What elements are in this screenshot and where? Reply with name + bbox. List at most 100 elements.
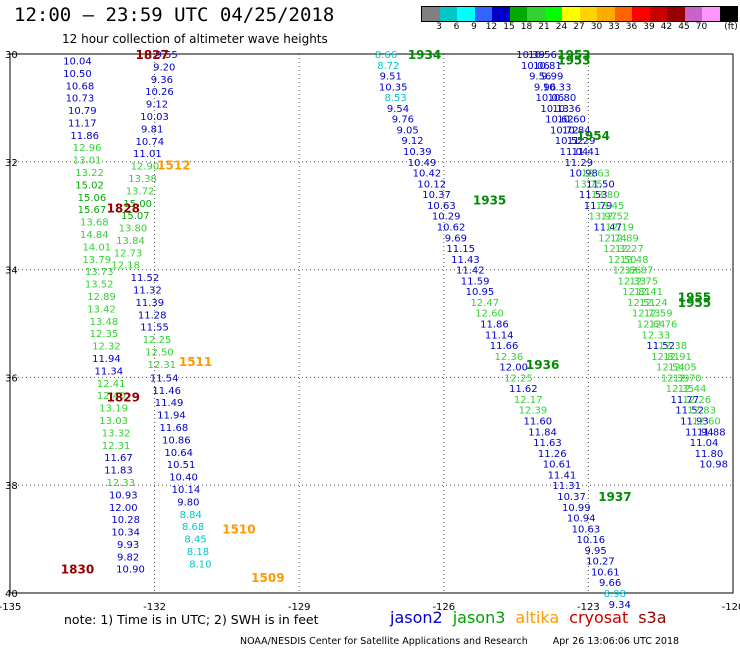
color-scale-label: 21 <box>538 22 550 32</box>
pass-time-label: 1510 <box>222 522 255 536</box>
wave-height-value: 12.64 <box>637 320 666 331</box>
wave-height-value: 10.95 <box>466 287 495 298</box>
color-swatch <box>474 7 492 21</box>
wave-height-value: 13.84 <box>116 236 145 247</box>
wave-height-value: 8.98 <box>604 589 626 600</box>
wave-height-value: 10.06 <box>536 93 565 104</box>
wave-height-value: 12.81 <box>651 352 680 363</box>
color-scale-label: 33 <box>608 22 620 32</box>
wave-height-value: 14.84 <box>80 230 109 241</box>
wave-height-value: 12.96 <box>73 143 102 154</box>
wave-height-value: 10.16 <box>576 535 605 546</box>
wave-height-value: 9.51 <box>380 72 402 83</box>
map-frame <box>9 53 734 594</box>
wave-height-value: 12.63 <box>581 169 610 180</box>
wave-height-value: 12.60 <box>475 309 504 320</box>
wave-height-value: 11.26 <box>538 449 567 460</box>
wave-height-value: 11.52 <box>646 341 675 352</box>
color-swatch <box>684 7 702 21</box>
wave-height-value: 12.00 <box>499 363 528 374</box>
wave-height-value: 11.77 <box>670 395 699 406</box>
wave-height-value: 11.59 <box>461 276 490 287</box>
wave-height-value: 13.97 <box>589 212 618 223</box>
wave-height-value: 12.25 <box>504 373 533 384</box>
legend-entry: jason2 <box>390 608 443 627</box>
wave-height-value: 10.35 <box>379 82 408 93</box>
wave-height-value: 11.39 <box>135 298 164 309</box>
wave-height-value: 11.94 <box>157 411 186 422</box>
legend-entry: altika <box>515 608 560 627</box>
wave-height-value: 10.60 <box>557 115 586 126</box>
wave-height-value: 10.52 <box>555 136 584 147</box>
wave-height-value: 10.49 <box>408 158 437 169</box>
y-tick-label: 36 <box>5 373 18 384</box>
wave-height-value: 15.06 <box>78 193 107 204</box>
wave-height-value: 9.81 <box>141 124 163 135</box>
color-swatch <box>509 7 527 21</box>
wave-height-value: 9.56 <box>529 72 551 83</box>
wave-height-value: 12.70 <box>673 373 702 384</box>
pass-time-label: 1954 <box>577 129 610 143</box>
wave-height-value: 11.49 <box>155 398 184 409</box>
color-swatch <box>492 7 510 21</box>
color-swatch <box>597 7 615 21</box>
wave-height-value: 11.66 <box>490 341 519 352</box>
wave-height-value: 10.73 <box>66 94 95 105</box>
color-swatch <box>527 7 545 21</box>
wave-height-value: 10.64 <box>164 448 193 459</box>
color-scale-label: 39 <box>643 22 655 32</box>
color-scale-label: 27 <box>573 22 585 32</box>
wave-height-value: 13.68 <box>80 218 109 229</box>
wave-height-value: 11.93 <box>680 417 709 428</box>
wave-height-value: 11.41 <box>572 147 601 158</box>
wave-height-value: 10.62 <box>437 222 466 233</box>
y-tick-label: 32 <box>5 158 18 169</box>
wave-height-value: 12.31 <box>148 360 177 371</box>
color-scale-label: 9 <box>471 22 477 32</box>
wave-height-value: 12.35 <box>666 384 695 395</box>
x-tick-label: -135 <box>0 602 21 610</box>
credit-footer: NOAA/NESDIS Center for Satellite Applica… <box>240 636 679 647</box>
wave-height-value: 10.84 <box>562 125 591 136</box>
wave-height-value: 11.50 <box>586 179 615 190</box>
satellite-legend: jason2 jason3 altika cryosat s3a <box>390 608 677 627</box>
wave-height-value: 12.91 <box>663 352 692 363</box>
color-scale-label: 42 <box>660 22 673 32</box>
wave-height-value: 12.73 <box>632 309 661 320</box>
wave-height-value: 11.04 <box>690 438 719 449</box>
x-tick-label: -129 <box>288 602 311 610</box>
wave-height-value: 11.94 <box>685 427 714 438</box>
wave-height-value: 12.48 <box>620 255 649 266</box>
wave-height-value: 12.39 <box>661 373 690 384</box>
wave-height-value: 12.41 <box>97 379 126 390</box>
wave-height-value: 11.68 <box>160 423 189 434</box>
wave-height-value: 12.17 <box>514 395 543 406</box>
wave-height-value: 10.94 <box>567 514 596 525</box>
wave-height-value: 10.37 <box>422 190 451 201</box>
wave-height-value: 10.63 <box>427 201 456 212</box>
wave-height-value: 12.33 <box>617 276 646 287</box>
color-scale-label: 15 <box>503 22 515 32</box>
wave-height-value: 11.84 <box>528 427 557 438</box>
wave-height-value: 12.47 <box>470 298 499 309</box>
wave-height-value: 15.67 <box>78 205 107 216</box>
pass-time-label: 1955 <box>678 296 711 310</box>
y-tick-label: 40 <box>5 589 18 600</box>
wave-height-value: 11.28 <box>138 310 167 321</box>
pass-time-label: 1936 <box>526 358 559 372</box>
wave-height-value: 13.03 <box>99 416 128 427</box>
wave-height-value: 11.83 <box>104 466 133 477</box>
wave-height-value: 10.93 <box>109 490 138 501</box>
wave-height-value: 12.36 <box>495 352 524 363</box>
pass-time-label: 1937 <box>598 490 631 504</box>
wave-height-value: 10.81 <box>533 61 562 72</box>
credit-text: NOAA/NESDIS Center for Satellite Applica… <box>240 636 528 647</box>
wave-height-value: 10.72 <box>550 125 579 136</box>
wave-height-value: 12.59 <box>644 309 673 320</box>
wave-height-value: 11.86 <box>480 320 509 331</box>
wave-height-value: 8.66 <box>375 50 397 61</box>
wave-height-value: 10.39 <box>516 50 545 61</box>
legend-entry: cryosat <box>569 608 629 627</box>
wave-height-value: 12.54 <box>656 363 685 374</box>
color-scale-bar <box>421 6 738 22</box>
